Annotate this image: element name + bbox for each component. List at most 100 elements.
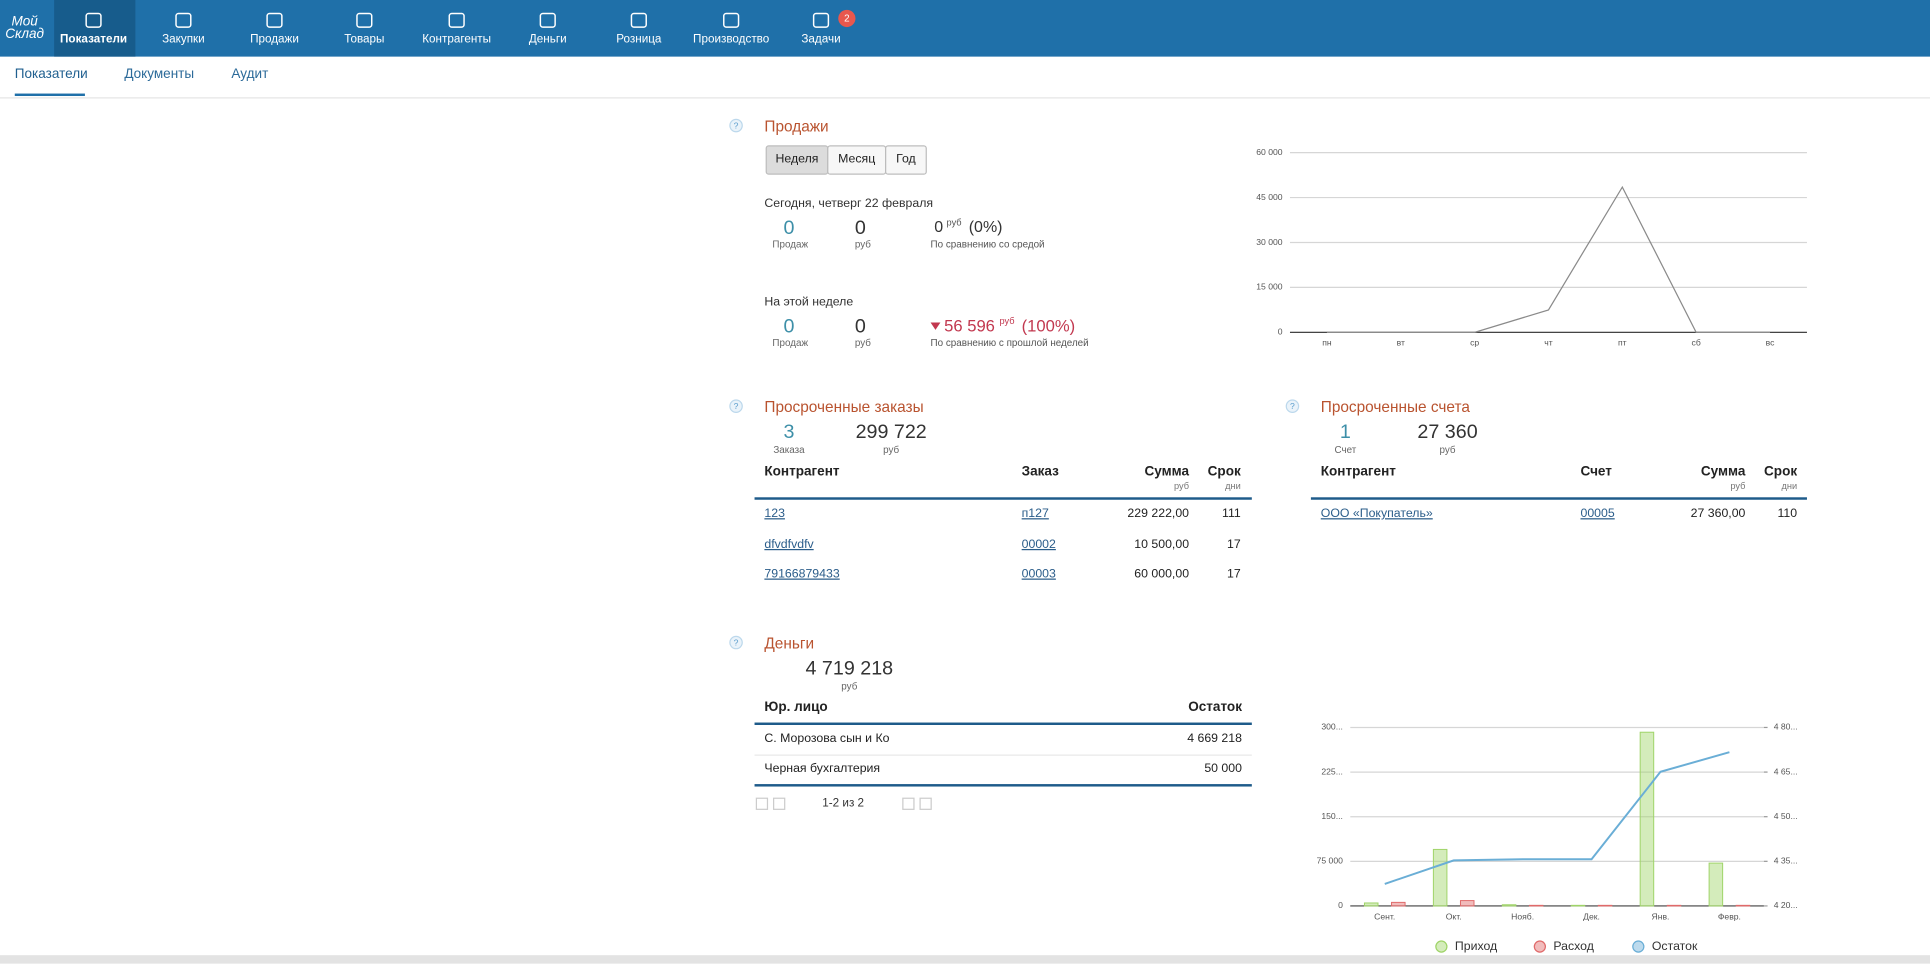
table-cell: 229 222,00 bbox=[1127, 507, 1190, 521]
column-header: Счет bbox=[1580, 464, 1612, 480]
nav-icon bbox=[448, 12, 465, 28]
table-link[interactable]: п127 bbox=[1021, 507, 1049, 521]
table-link[interactable]: 79166879433 bbox=[764, 567, 840, 581]
column-unit: руб bbox=[1730, 480, 1746, 492]
table-link[interactable]: 00005 bbox=[1580, 507, 1615, 521]
legend-label: Расход bbox=[1553, 939, 1594, 953]
y-tick-label: 60 000 bbox=[1256, 147, 1283, 157]
total: 299 722 bbox=[855, 422, 927, 444]
table-cell: 60 000,00 bbox=[1134, 567, 1190, 581]
total: 27 360 bbox=[1417, 422, 1478, 444]
x-tick-label: пт bbox=[1618, 338, 1627, 348]
table-link[interactable]: 00002 bbox=[1021, 537, 1056, 551]
x-tick-label: Сент. bbox=[1374, 911, 1395, 921]
nav-item[interactable]: Товары bbox=[344, 32, 384, 45]
nav-icon bbox=[266, 12, 283, 28]
y2-tick-label: 4 50... bbox=[1774, 811, 1798, 821]
counter: 3 bbox=[783, 422, 795, 444]
column-unit: дни bbox=[1781, 480, 1798, 492]
bar bbox=[1666, 904, 1682, 907]
table-link[interactable]: 00003 bbox=[1021, 567, 1056, 581]
subnav-tab[interactable]: Аудит bbox=[231, 67, 269, 82]
y-tick-label: 300... bbox=[1321, 722, 1343, 732]
nav-item[interactable]: Закупки bbox=[162, 32, 205, 45]
nav-item[interactable]: Производство bbox=[693, 32, 770, 45]
nav-icon bbox=[85, 12, 102, 28]
sales-sum: 0 bbox=[854, 316, 866, 338]
bar bbox=[1459, 900, 1475, 907]
table-cell: 17 bbox=[1227, 537, 1241, 551]
sales-sum: 0 bbox=[854, 217, 866, 239]
x-tick-label: Янв. bbox=[1652, 911, 1670, 921]
pager-button[interactable] bbox=[919, 797, 932, 810]
pager-button[interactable] bbox=[773, 797, 786, 810]
bar bbox=[1391, 901, 1406, 907]
period-button[interactable] bbox=[885, 145, 927, 175]
section-title: Продажи bbox=[764, 117, 829, 136]
period-label[interactable]: Месяц bbox=[838, 152, 876, 167]
counter: 1 bbox=[1339, 422, 1351, 444]
section-title: Просроченные заказы bbox=[764, 398, 924, 416]
subnav-underline bbox=[14, 93, 85, 97]
nav-bar bbox=[0, 0, 1930, 57]
footer-rule bbox=[754, 784, 1252, 787]
x-tick-label: Февр. bbox=[1718, 911, 1741, 921]
unit: руб bbox=[854, 238, 871, 250]
nav-icon bbox=[175, 12, 192, 28]
y2-tick-label: 4 20... bbox=[1774, 900, 1798, 910]
unit: Заказа bbox=[773, 444, 805, 456]
nav-icon bbox=[539, 12, 556, 28]
table-cell: 4 669 218 bbox=[1187, 732, 1242, 746]
logo: Склад bbox=[5, 26, 44, 41]
x-tick-label: сб bbox=[1692, 338, 1701, 348]
pager-button[interactable] bbox=[902, 797, 915, 810]
column-header: Срок bbox=[1207, 464, 1241, 480]
unit: руб bbox=[854, 337, 871, 349]
subnav-tab[interactable]: Показатели bbox=[14, 67, 88, 82]
table-link[interactable]: dfvdfvdfv bbox=[764, 537, 814, 551]
help-icon bbox=[729, 635, 743, 650]
table-cell: Черная бухгалтерия bbox=[764, 761, 881, 776]
sales-count: 0 bbox=[783, 217, 795, 239]
nav-icon bbox=[630, 12, 647, 28]
nav-item[interactable]: Розница bbox=[616, 32, 662, 45]
unit: руб bbox=[841, 680, 858, 692]
period-label[interactable]: Год bbox=[896, 152, 916, 167]
table-link[interactable]: 123 bbox=[764, 507, 785, 521]
nav-active bbox=[54, 0, 136, 57]
column-header: Срок bbox=[1764, 464, 1798, 480]
legend-swatch bbox=[1632, 940, 1645, 953]
y-tick-label: 0 bbox=[1338, 900, 1343, 910]
scrollbar bbox=[0, 955, 1930, 964]
table-cell: 111 bbox=[1222, 507, 1241, 521]
bar bbox=[1528, 904, 1544, 907]
compare-caption: По сравнению со средой bbox=[930, 238, 1045, 250]
period-caption: На этой неделе bbox=[764, 295, 854, 309]
table-link[interactable]: ООО «Покупатель» bbox=[1320, 507, 1433, 521]
y-tick-label: 225... bbox=[1321, 766, 1343, 776]
nav-item[interactable]: Деньги bbox=[529, 32, 567, 45]
period-caption: Сегодня, четверг 22 февраля bbox=[764, 196, 934, 211]
logo: Мой bbox=[11, 14, 38, 29]
x-tick-label: ср bbox=[1470, 338, 1479, 348]
column-header: Контрагент bbox=[1320, 464, 1396, 480]
subnav-tab[interactable]: Документы bbox=[124, 67, 195, 82]
down-arrow bbox=[930, 322, 941, 330]
nav-item[interactable]: Показатели bbox=[60, 32, 127, 45]
y-tick-label: 0 bbox=[1278, 327, 1283, 337]
column-header: Сумма bbox=[1144, 464, 1190, 480]
help-icon bbox=[729, 399, 743, 413]
nav-item[interactable]: Задачи bbox=[801, 32, 840, 45]
nav-item[interactable]: Контрагенты bbox=[422, 32, 491, 45]
badge bbox=[838, 9, 856, 28]
x-tick-label: пн bbox=[1322, 338, 1332, 348]
bar bbox=[1501, 904, 1517, 907]
help-mark: ? bbox=[734, 637, 739, 647]
nav-item[interactable]: Продажи bbox=[250, 32, 299, 45]
y2-tick-label: 4 35... bbox=[1774, 856, 1798, 866]
column-header: Юр. лицо bbox=[764, 699, 828, 715]
period-label[interactable]: Неделя bbox=[775, 152, 819, 167]
pager-button[interactable] bbox=[755, 797, 769, 810]
